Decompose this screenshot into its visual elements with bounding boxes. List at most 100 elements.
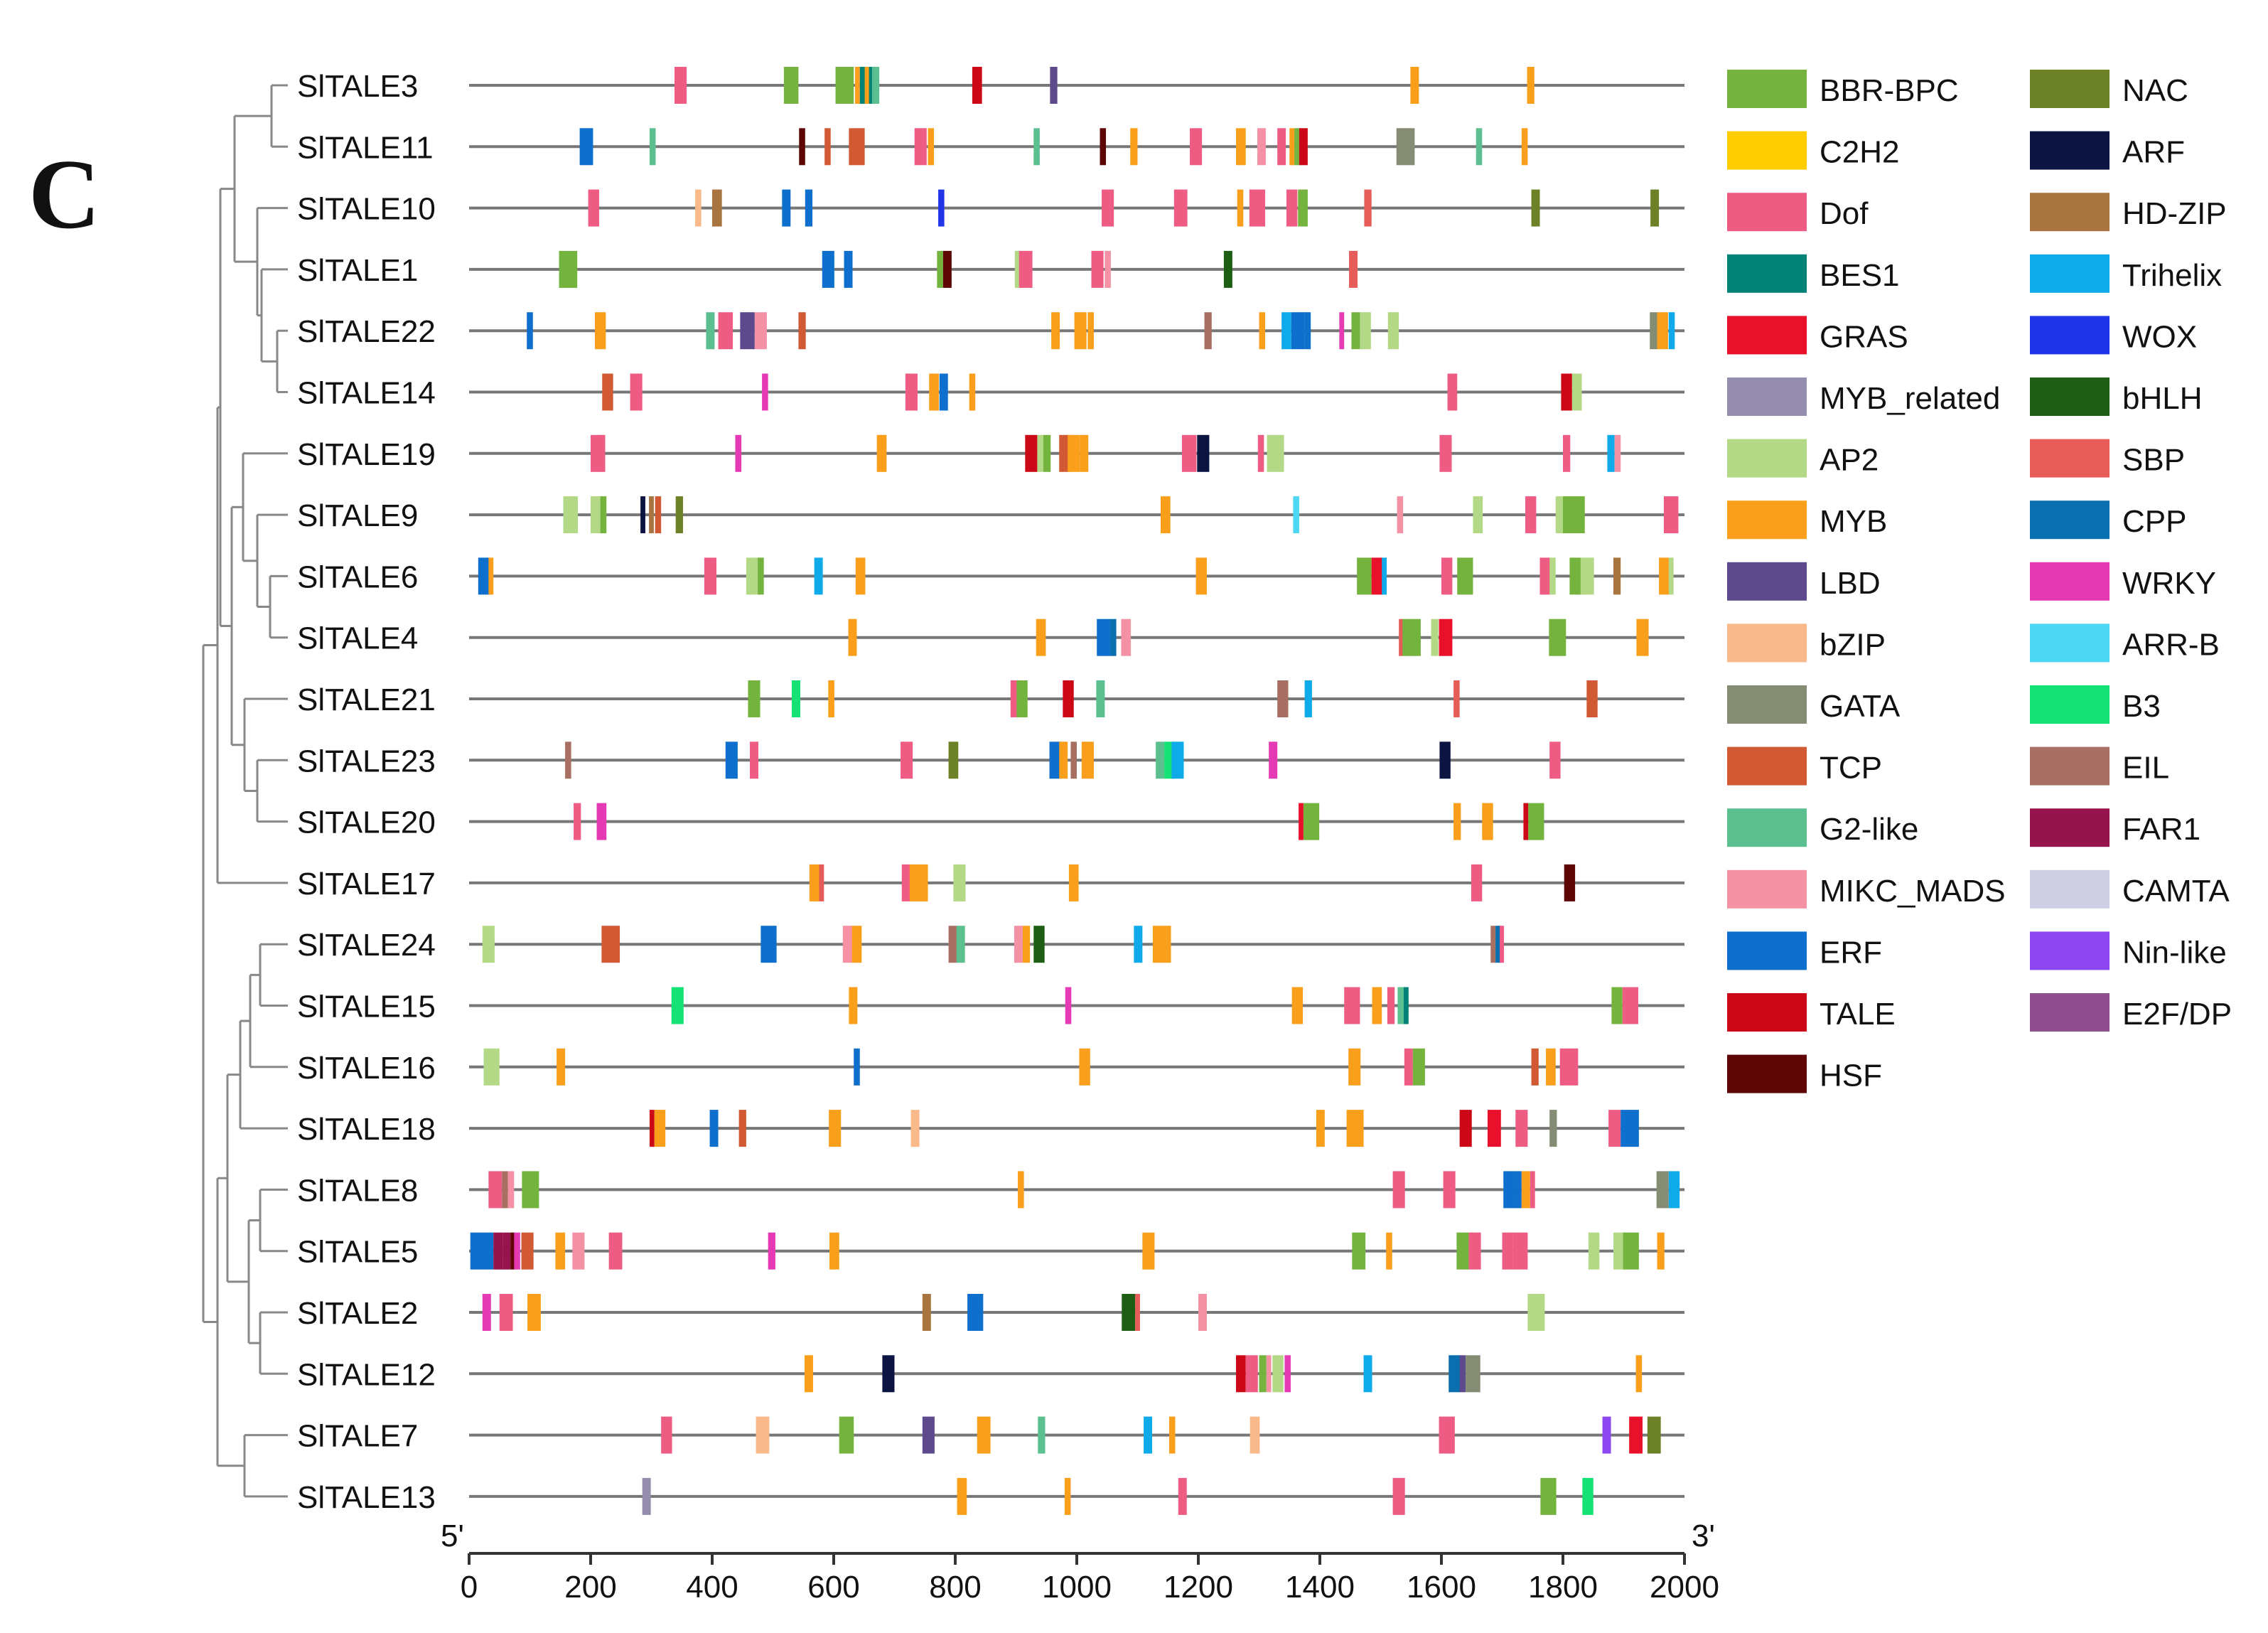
legend-swatch <box>1727 500 1807 540</box>
element-myb <box>1259 312 1266 350</box>
element-dof <box>674 67 687 104</box>
legend-label: MIKC_MADS <box>1820 874 2006 909</box>
gene-row: SlTALE7 <box>297 1416 1684 1454</box>
element-far1 <box>493 1232 503 1270</box>
element-myb <box>929 373 939 411</box>
element-dof <box>1102 189 1114 227</box>
element-myb <box>1168 1416 1176 1454</box>
element-g2-like <box>706 312 715 350</box>
element-myb <box>1636 619 1649 656</box>
tick-label: 400 <box>686 1570 738 1605</box>
element-hsf <box>1100 128 1107 166</box>
element-cpp <box>1449 1355 1461 1393</box>
legend-label: WOX <box>2122 319 2197 354</box>
element-bbr-bpc <box>1259 1355 1267 1393</box>
gene-label: SlTALE6 <box>297 559 418 594</box>
element-trihelix <box>1363 1355 1372 1393</box>
legend-label: CPP <box>2122 504 2186 539</box>
element-tale <box>1063 680 1074 717</box>
legend-label: GATA <box>1820 689 1901 724</box>
element-tcp <box>1531 1048 1539 1086</box>
element-bbr-bpc <box>748 680 761 717</box>
element-myb <box>1022 926 1031 963</box>
element-erf <box>939 373 948 411</box>
element-nac <box>1647 1416 1661 1454</box>
legend-swatch <box>1727 931 1807 970</box>
element-g2-like <box>1397 987 1404 1024</box>
element-dof <box>1190 128 1203 166</box>
gene-row: SlTALE8 <box>297 1171 1684 1209</box>
element-tcp <box>601 926 620 963</box>
element-eil <box>1204 312 1212 350</box>
element-ap2 <box>1387 312 1399 350</box>
legend-swatch <box>1727 439 1807 478</box>
element-tcp <box>602 373 613 411</box>
element-myb <box>928 128 935 166</box>
element-wrky <box>1065 987 1072 1024</box>
element-myb <box>829 1232 839 1270</box>
gene-row: SlTALE12 <box>297 1355 1684 1393</box>
legend-label: C2H2 <box>1820 135 1900 170</box>
element-myb <box>654 1110 666 1147</box>
element-tale <box>649 1110 655 1147</box>
element-dof <box>1559 1048 1567 1086</box>
element-wrky <box>768 1232 775 1270</box>
element-myb <box>876 434 887 472</box>
gene-row: SlTALE16 <box>297 1048 1684 1086</box>
element-erf <box>470 1232 494 1270</box>
element-bbr-bpc <box>1351 312 1360 350</box>
element-wrky <box>482 1294 491 1331</box>
element-myb <box>828 680 834 717</box>
element-tcp <box>849 128 865 166</box>
element-dof <box>1622 987 1639 1024</box>
element-bhlh <box>1223 250 1232 288</box>
element-bes1 <box>1403 987 1409 1024</box>
element-g2-like <box>1038 1416 1046 1454</box>
legend-item: EIL <box>2030 746 2169 786</box>
element-erf <box>725 741 738 779</box>
element-arf <box>1439 741 1451 779</box>
element-mikc-mads <box>1198 1294 1207 1331</box>
element-trihelix <box>1134 926 1143 963</box>
element-myb <box>1160 496 1171 534</box>
legend-item: CAMTA <box>2030 869 2230 909</box>
element-bbr-bpc <box>1298 189 1308 227</box>
element-mikc-mads <box>507 1171 515 1209</box>
gene-row: SlTALE14 <box>297 373 1684 411</box>
element-trihelix <box>1171 741 1184 779</box>
legend-label: bHLH <box>2122 381 2203 416</box>
element-tale <box>1459 1110 1472 1147</box>
legend-swatch <box>2030 869 2110 909</box>
element-mikc-mads <box>842 926 854 963</box>
element-eil <box>948 926 957 963</box>
gene-rows: SlTALE3 SlTALE11 SlTALE10 SlTALE1 SlTALE22 Sl… <box>297 67 1684 1515</box>
element-myb <box>848 619 857 656</box>
element-arf <box>882 1355 895 1393</box>
legend-label: MYB <box>1820 504 1887 539</box>
element-tale <box>1523 803 1529 840</box>
element-dof <box>1608 1110 1621 1147</box>
element-gata <box>1549 1110 1557 1147</box>
element-tcp <box>738 1110 746 1147</box>
legend: BBR-BPC C2H2 Dof BES1 GRAS MYB_related AP2 MYB L… <box>1727 70 2232 1093</box>
legend-item: ERF <box>1727 931 1882 970</box>
element-bzip <box>756 1416 770 1454</box>
tick-label: 200 <box>564 1570 616 1605</box>
element-trihelix <box>1144 1416 1153 1454</box>
element-erf <box>527 312 533 350</box>
legend-swatch <box>1727 623 1807 663</box>
element-dof <box>1344 987 1360 1024</box>
legend-item: FAR1 <box>2030 808 2200 847</box>
element-dof <box>1471 864 1483 901</box>
element-eil <box>1070 741 1077 779</box>
element-ap2 <box>1037 434 1043 472</box>
legend-label: ARR-B <box>2122 627 2220 662</box>
legend-swatch <box>1727 808 1807 847</box>
element-ap2 <box>953 864 966 901</box>
element-sbp <box>1135 1294 1140 1331</box>
element-gras <box>1299 803 1304 840</box>
element-bbr-bpc <box>559 250 578 288</box>
gene-label: SlTALE4 <box>297 621 418 656</box>
element-dof <box>1178 1477 1187 1515</box>
element-ap2 <box>1431 619 1439 656</box>
